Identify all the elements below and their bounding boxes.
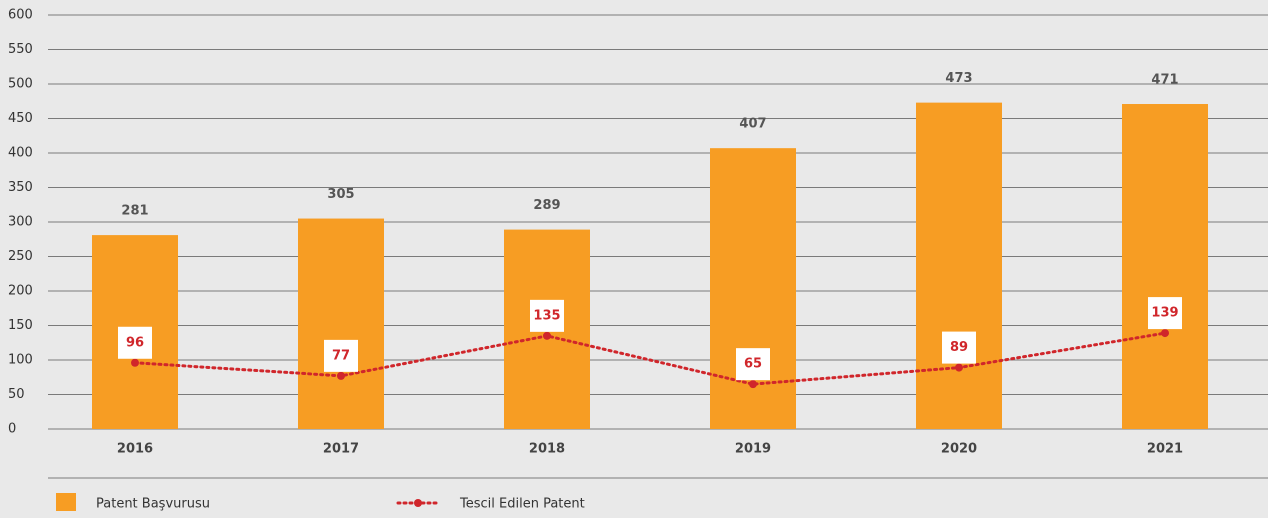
label-box — [324, 339, 358, 372]
y-tick-label: 600 — [8, 8, 33, 23]
y-tick-label: 100 — [8, 353, 33, 368]
bar-value-label: 289 — [533, 198, 560, 213]
label-box — [942, 331, 976, 364]
y-tick-label: 500 — [8, 77, 33, 92]
x-tick-label: 2018 — [529, 442, 565, 457]
y-tick-label: 0 — [8, 422, 16, 437]
line-point — [955, 363, 963, 372]
line — [133, 331, 1167, 386]
bar — [298, 218, 384, 429]
y-tick-label: 400 — [8, 146, 33, 161]
y-tick-label: 50 — [8, 387, 25, 402]
label-box — [118, 326, 152, 359]
y-tick-label: 350 — [8, 180, 33, 195]
legend-swatch — [56, 493, 76, 511]
line-value-label: 139 — [1151, 306, 1178, 321]
bar-value-label: 473 — [945, 71, 972, 86]
x-tick-label: 2021 — [1147, 442, 1183, 457]
legend-label: Patent Başvurusu — [96, 497, 210, 512]
label-box — [530, 299, 564, 332]
bar-value-label: 407 — [739, 117, 766, 132]
line-point — [749, 380, 757, 389]
y-tick-label: 450 — [8, 111, 33, 126]
y-tick-label: 250 — [8, 249, 33, 264]
bar-value-label: 281 — [121, 204, 148, 219]
label-box — [1148, 297, 1182, 330]
line-point — [543, 331, 551, 340]
bar — [1122, 104, 1208, 429]
x-tick-label: 2019 — [735, 442, 771, 457]
y-tick-label: 300 — [8, 215, 33, 230]
y-tick-label: 200 — [8, 284, 33, 299]
line-value-label: 96 — [126, 335, 144, 350]
legend-label: Tescil Edilen Patent — [459, 497, 585, 512]
line-value-label: 65 — [744, 357, 762, 372]
legend-swatch — [414, 499, 422, 507]
line-point — [337, 371, 345, 380]
x-tick-label: 2016 — [117, 442, 153, 457]
x-tick-label: 2017 — [323, 442, 359, 457]
bar-value-label: 471 — [1151, 73, 1178, 88]
y-tick-label: 150 — [8, 318, 33, 333]
line-point — [131, 358, 139, 367]
bar — [916, 102, 1002, 429]
line-point — [1161, 329, 1169, 338]
x-tick-label: 2020 — [941, 442, 977, 457]
label-box — [736, 348, 770, 381]
bar-value-label: 305 — [327, 187, 354, 202]
line-value-label: 135 — [533, 308, 560, 323]
line-value-label: 77 — [332, 348, 350, 363]
y-tick-label: 550 — [8, 42, 33, 57]
line-value-label: 89 — [950, 340, 968, 355]
